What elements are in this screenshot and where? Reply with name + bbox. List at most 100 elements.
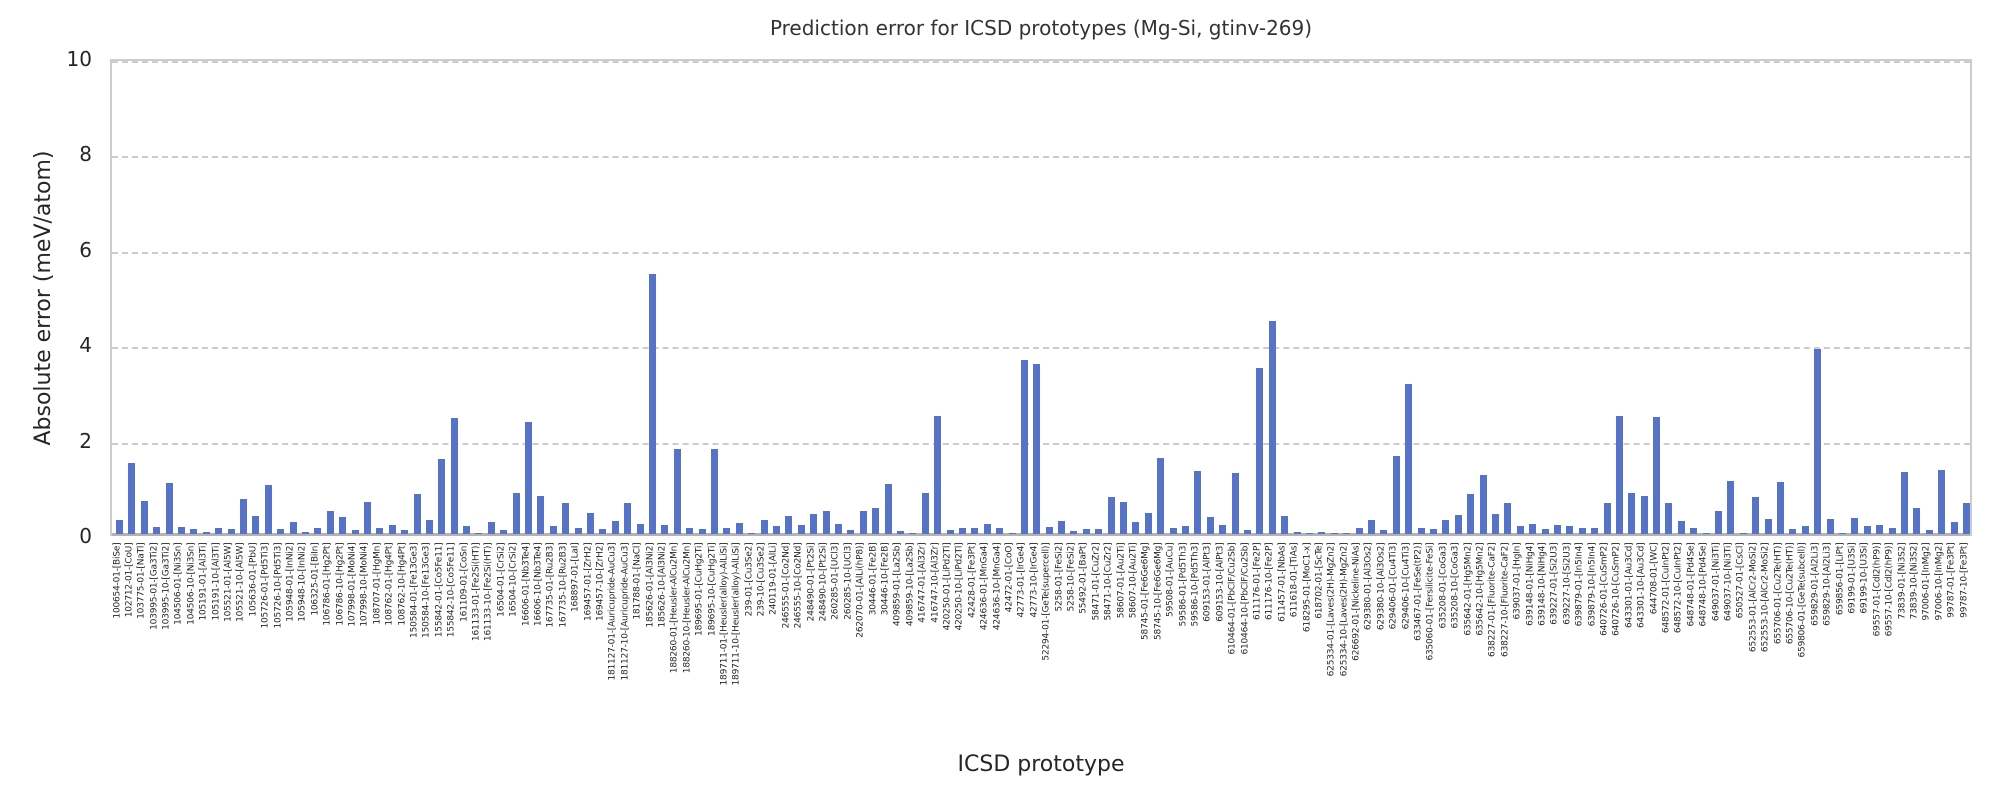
x-tick-label: 161133-01-[Fe2Si(HT)]: [471, 542, 482, 641]
bar: [1739, 533, 1747, 534]
bar: [1578, 527, 1586, 534]
x-tick-label: 626692-01-[Nickeline-NiAs]: [1351, 542, 1362, 661]
x-tick-label: 239-01-[Cu3Se2]: [744, 542, 755, 616]
y-tick-label: 10: [66, 47, 92, 71]
bar: [673, 449, 681, 534]
x-tick-label: 424636-10-[MnGa4]: [992, 542, 1003, 630]
bar: [1777, 482, 1785, 534]
x-tick-label: 652553-01-[AlCr2-MoSi2]: [1748, 542, 1759, 652]
bar: [698, 528, 706, 534]
x-tick-label: 97006-01-[InMg2]: [1921, 542, 1932, 620]
bar: [314, 527, 322, 534]
x-tick-label: 58745-10-[Fe6Ge6Mg]: [1153, 542, 1164, 640]
bar: [401, 529, 409, 534]
x-tick-label: 97006-10-[InMg2]: [1934, 542, 1945, 620]
x-tick-label: 181788-01-[NaCl]: [632, 542, 643, 620]
x-tick-label: 16606-01-[Nb3Te4]: [521, 542, 532, 626]
bar: [1628, 493, 1636, 534]
bar: [934, 415, 942, 534]
x-tick-label: 169457-10-[ZrH2]: [595, 542, 606, 621]
bar: [363, 501, 371, 534]
x-tick-label: 69199-10-[U3Si]: [1859, 542, 1870, 614]
x-tick-label: 52294-01-[GeTe(supercell)]: [1041, 542, 1052, 661]
bar: [1454, 515, 1462, 534]
bar: [326, 510, 334, 534]
bar: [822, 511, 830, 534]
bar: [301, 532, 309, 534]
x-tick-label: 639879-10-[In5In4]: [1587, 542, 1598, 626]
x-tick-label: 105521-01-[Al5W]: [223, 542, 234, 622]
bar: [1963, 503, 1970, 534]
x-tick-label: 59586-01-[Pd5Th3]: [1178, 542, 1189, 626]
x-tick-label: 104506-01-[Ni3Sn]: [173, 542, 184, 625]
bar: [1925, 530, 1933, 534]
x-tick-label: 105636-01-[PbU]: [248, 542, 259, 617]
bar: [537, 495, 545, 534]
x-tick-label: 106786-10-[Hg2Pt]: [335, 542, 346, 626]
x-tick-label: 155842-10-[Co5Fe11]: [446, 542, 457, 637]
x-tick-label: 58607-10-[Au2Ti]: [1128, 542, 1139, 618]
bar: [227, 529, 235, 534]
gridline-y10: [112, 61, 1970, 63]
x-tick-label: 618295-01-[MoC1-x]: [1302, 542, 1312, 632]
bar: [264, 484, 272, 534]
bar: [475, 532, 483, 534]
bar: [1206, 516, 1214, 534]
bar: [1764, 519, 1772, 534]
x-tick-label: 30446-01-[Fe2B]: [868, 542, 879, 615]
x-tick-label: 648572-10-[CuInPt2]: [1673, 542, 1684, 633]
x-tick-label: 69557-01-[CdI2(hP9)]: [1872, 542, 1883, 636]
x-tick-label: 648572-01-[CuInPt2]: [1661, 542, 1672, 633]
bar: [1318, 532, 1326, 534]
x-tick-label: 611176-10-[Fe2P]: [1264, 542, 1275, 620]
gridline-y8: [112, 156, 1970, 159]
bar: [512, 492, 520, 534]
x-tick-label: 262070-01-[AlLi(hP8)]: [855, 542, 866, 638]
x-tick-label: 639037-01-[HgIn]: [1512, 542, 1523, 619]
bar: [649, 274, 657, 534]
x-tick-label: 240119-01-[AlLi]: [768, 542, 779, 615]
bar: [921, 492, 929, 534]
bar: [190, 529, 198, 534]
bar: [463, 526, 471, 534]
x-tick-label: 103775-01-[NaTl]: [136, 542, 147, 619]
x-tick-label: 643301-10-[Au3Cd]: [1636, 542, 1647, 628]
x-tick-label: 69199-01-[U3Si]: [1847, 542, 1858, 614]
x-tick-label: 409859-10-[La2Sb]: [905, 542, 916, 626]
bar: [1479, 475, 1487, 534]
x-tick-label: 611176-01-[Fe2P]: [1252, 542, 1263, 620]
x-tick-label: 260285-10-[UCl3]: [843, 542, 854, 620]
x-tick-label: 639148-01-[NiHg4]: [1525, 542, 1536, 626]
bar: [1008, 533, 1016, 534]
x-tick-label: 73839-01-[Ni3S2]: [1897, 542, 1908, 619]
bar: [1665, 503, 1673, 534]
x-tick-label: 640726-10-[CuSmP2]: [1611, 542, 1622, 636]
bar: [574, 528, 582, 534]
x-tick-label: 42773-01-[IrGe4]: [1016, 542, 1027, 617]
bar: [611, 520, 619, 534]
x-tick-label: 16606-10-[Nb3Te4]: [533, 542, 544, 626]
x-tick-label: 167735-10-[Ru2B3]: [558, 542, 569, 628]
bar: [1863, 525, 1871, 534]
x-tick-label: 105726-01-[Pd5Ti3]: [260, 542, 271, 629]
x-tick-label: 644708-01-[WC]: [1649, 542, 1660, 614]
bar: [909, 532, 917, 534]
x-tick-label: 16504-01-[CrSi2]: [496, 542, 507, 617]
bar: [239, 498, 247, 534]
x-tick-label: 150584-10-[Fe13Ge3]: [421, 542, 432, 638]
bar: [1120, 501, 1128, 534]
x-tick-label: 181127-10-[Auricupride-AuCu3]: [620, 542, 631, 681]
x-tick-label: 106325-01-[BiIn]: [310, 542, 321, 616]
bar: [1938, 469, 1946, 534]
x-tick-label: 648748-01-[Pd4Se]: [1686, 542, 1697, 627]
bar: [1244, 529, 1252, 534]
bar: [1306, 532, 1313, 534]
bar: [1182, 526, 1190, 534]
bar: [1107, 497, 1115, 534]
x-tick-label: 188260-10-[Heusler-AlCu2Mn]: [682, 542, 693, 673]
x-tick-label: 30446-10-[Fe2B]: [880, 542, 891, 615]
x-tick-label: 629380-10-[Al3Os2]: [1376, 542, 1387, 630]
x-tick-label: 650527-01-[CsCl]: [1735, 542, 1746, 618]
bar: [1529, 523, 1537, 534]
